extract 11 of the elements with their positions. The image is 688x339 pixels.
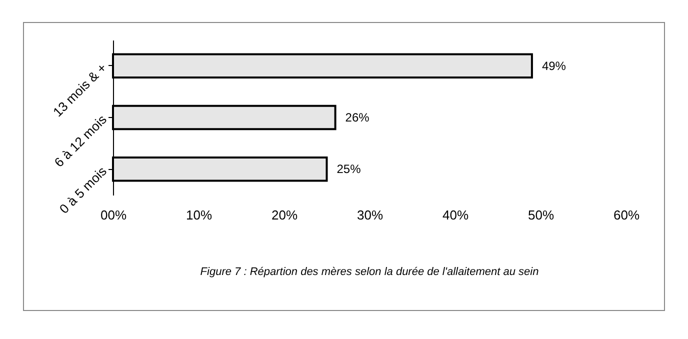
x-tick-label: 10%: [186, 208, 212, 222]
x-tick-label: 00%: [100, 208, 127, 222]
x-tick-label: 60%: [613, 208, 640, 222]
data-label: 49%: [542, 58, 566, 73]
caption: Figure 7 : Répartion des mères selon la durée de l'allaitement au sein: [200, 266, 539, 278]
x-tick-label: 40%: [442, 208, 469, 222]
x-tick-label: 20%: [271, 208, 298, 222]
data-label: 25%: [336, 162, 362, 176]
x-tick-label: 50%: [528, 208, 554, 222]
data-label: 26%: [345, 110, 370, 124]
x-tick-label: 30%: [356, 208, 384, 222]
